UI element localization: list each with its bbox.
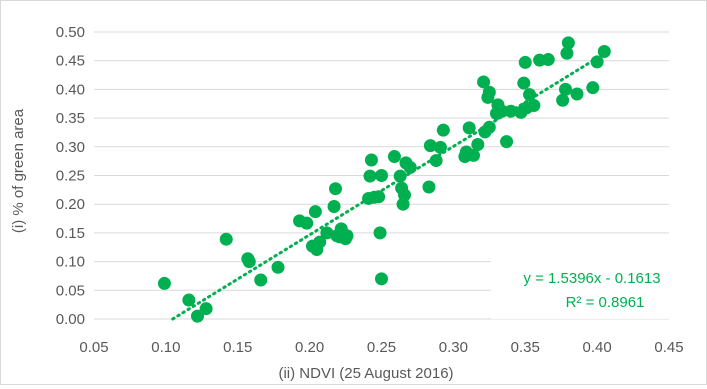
data-point	[586, 81, 600, 95]
data-point	[597, 45, 611, 59]
y-tick-label: 0.30	[56, 139, 85, 156]
data-point	[219, 232, 233, 246]
data-point	[590, 55, 604, 69]
data-point	[560, 46, 574, 60]
equation-box	[491, 261, 694, 319]
data-point	[462, 121, 476, 135]
data-points	[157, 36, 611, 323]
data-point	[375, 272, 388, 286]
data-point	[191, 309, 204, 323]
x-tick-label: 0.35	[511, 339, 540, 356]
data-point	[482, 85, 496, 99]
data-point	[541, 53, 555, 67]
data-point	[300, 216, 314, 230]
data-point	[471, 138, 485, 152]
data-point	[433, 140, 447, 154]
data-point	[500, 135, 514, 149]
data-point	[364, 153, 378, 167]
y-tick-label: 0.15	[56, 225, 85, 242]
data-point	[423, 139, 437, 153]
data-point	[467, 148, 480, 162]
x-tick-label: 0.40	[583, 339, 612, 356]
y-tick-label: 0.40	[56, 81, 85, 98]
data-point	[329, 182, 342, 196]
x-tick-label: 0.05	[79, 339, 108, 356]
data-point	[327, 199, 341, 213]
y-axis-ticks: 0.00 0.05 0.10 0.15 0.20 0.25 0.30 0.35 0.40 0.45…	[56, 24, 85, 328]
data-point	[363, 169, 377, 183]
data-point	[517, 76, 531, 90]
x-tick-label: 0.15	[223, 339, 252, 356]
y-axis-title: (i) % of green area	[10, 108, 27, 233]
y-tick-label: 0.35	[56, 110, 85, 127]
data-point	[308, 205, 322, 219]
data-point	[320, 226, 334, 240]
data-point	[340, 229, 354, 243]
data-point	[403, 160, 417, 174]
data-point	[242, 255, 256, 269]
data-point	[561, 36, 575, 50]
y-tick-label: 0.50	[56, 24, 85, 41]
data-point	[422, 180, 436, 194]
data-point	[157, 276, 171, 290]
y-tick-label: 0.00	[56, 311, 85, 328]
y-tick-label: 0.25	[56, 168, 85, 185]
data-point	[556, 93, 570, 107]
data-point	[199, 302, 213, 316]
x-tick-label: 0.10	[151, 339, 180, 356]
x-axis-ticks: 0.05 0.10 0.15 0.20 0.25 0.30 0.35 0.40 0.45	[79, 339, 683, 356]
data-point	[570, 87, 584, 101]
data-point	[313, 235, 327, 249]
data-point	[372, 190, 386, 204]
y-tick-label: 0.45	[56, 53, 85, 70]
data-point	[527, 98, 541, 112]
data-point	[559, 82, 572, 96]
data-point	[271, 260, 285, 274]
r-squared-label: R² = 0.8961	[566, 294, 645, 311]
data-point	[482, 120, 496, 134]
data-point	[254, 273, 268, 287]
data-point	[387, 150, 401, 164]
data-point	[477, 75, 491, 89]
x-tick-label: 0.30	[439, 339, 468, 356]
data-point	[436, 123, 450, 137]
y-tick-label: 0.20	[56, 196, 85, 213]
gridlines	[94, 31, 669, 291]
x-axis-title: (ii) NDVI (25 August 2016)	[278, 365, 453, 382]
x-tick-label: 0.25	[367, 339, 396, 356]
data-point	[182, 293, 196, 307]
trendline-equation: y = 1.5396x - 0.1613	[523, 270, 660, 287]
x-tick-label: 0.20	[295, 339, 324, 356]
x-tick-label: 0.45	[654, 339, 683, 356]
trendline	[171, 52, 606, 321]
y-tick-label: 0.10	[56, 254, 85, 271]
y-tick-label: 0.05	[56, 282, 85, 299]
data-point	[398, 188, 411, 202]
data-point	[375, 169, 388, 182]
data-point	[373, 226, 387, 240]
data-point	[518, 55, 532, 69]
data-point	[393, 169, 407, 183]
